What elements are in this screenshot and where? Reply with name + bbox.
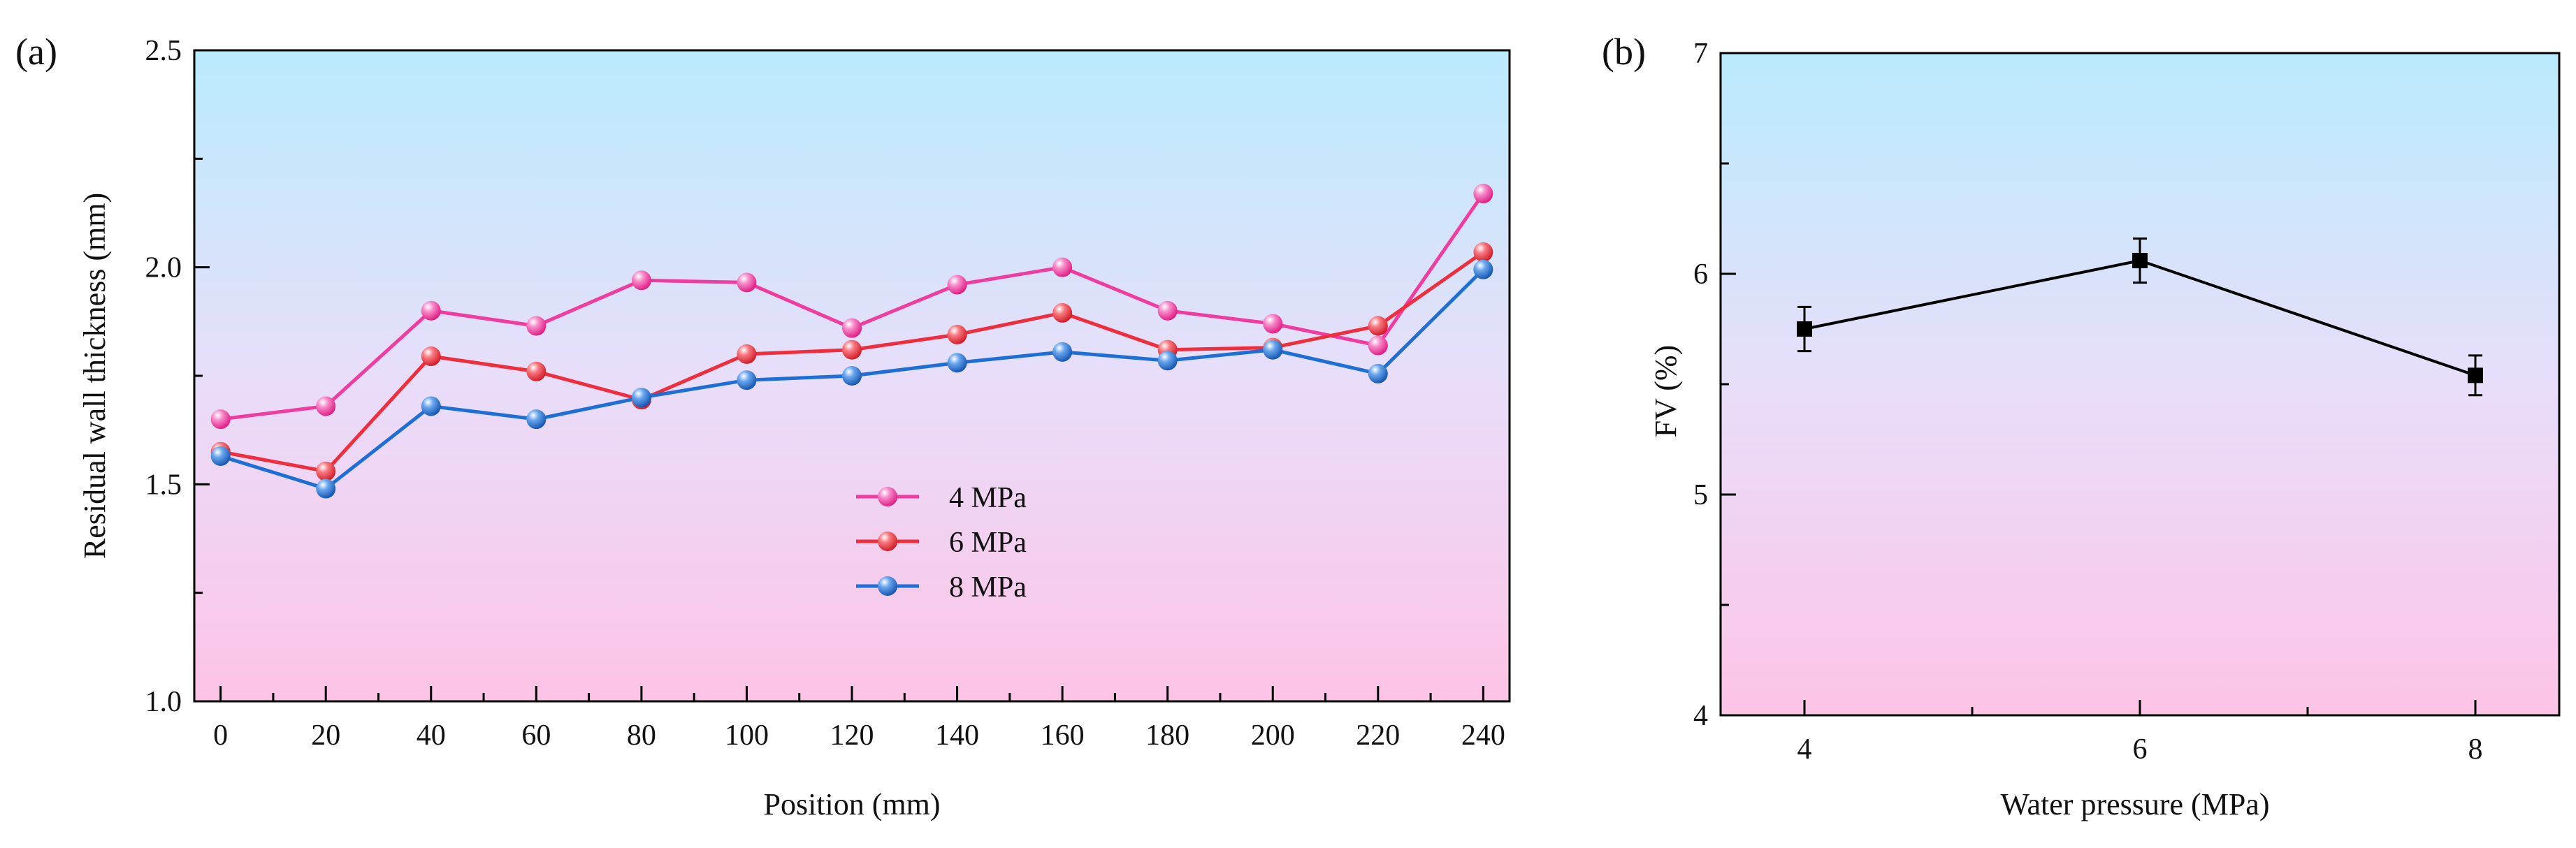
y-tick-label: 7 xyxy=(1693,38,1708,70)
y-tick-label: 2.0 xyxy=(145,252,182,284)
legend-entry-4mpa: 4 MPa xyxy=(856,482,1027,514)
x-tick-label: 40 xyxy=(417,719,446,752)
x-tick-label: 100 xyxy=(725,719,769,752)
y-tick-label: 2.5 xyxy=(145,35,182,67)
x-tick-label: 60 xyxy=(521,719,551,752)
data-point xyxy=(316,461,336,481)
data-point xyxy=(210,446,231,466)
data-point xyxy=(1368,316,1388,336)
panel-b-label: (b) xyxy=(1602,31,1646,73)
data-point xyxy=(421,346,441,367)
data-point xyxy=(737,344,757,364)
legend-label-4mpa: 4 MPa xyxy=(949,482,1027,514)
x-tick-label: 80 xyxy=(627,719,656,752)
x-tick-label: 0 xyxy=(213,719,228,752)
data-point xyxy=(421,300,441,321)
data-point xyxy=(1473,259,1493,279)
x-tick-label: 6 xyxy=(2133,733,2148,766)
panel-a-label: (a) xyxy=(15,31,57,73)
data-point xyxy=(947,324,967,344)
x-tick-label: 220 xyxy=(1356,719,1400,752)
legend-label-8mpa: 8 MPa xyxy=(949,571,1027,604)
data-point xyxy=(1368,335,1388,356)
x-tick-label: 240 xyxy=(1461,719,1505,752)
panel-a-x-tick-labels: 0 20 40 60 80 100 120 140 160 180 200 220 240 xyxy=(213,719,1505,752)
data-point xyxy=(631,270,651,291)
data-point xyxy=(737,272,757,293)
panel-b-series xyxy=(1797,237,2483,397)
x-tick-label: 8 xyxy=(2468,733,2483,766)
panel-b-y-tick-labels: 4 5 6 7 xyxy=(1693,38,1708,732)
data-point xyxy=(526,409,547,430)
panel-a-y-tick-labels: 1.0 1.5 2.0 2.5 xyxy=(145,35,182,718)
data-point xyxy=(842,366,862,386)
panel-b-x-axis-title: Water pressure (MPa) xyxy=(2001,787,2270,821)
y-tick-label: 6 xyxy=(1693,258,1708,291)
data-point xyxy=(316,478,336,499)
data-point xyxy=(1052,302,1073,323)
panel-a-legend: 4 MPa 6 MPa 8 MPa xyxy=(856,482,1027,604)
data-point xyxy=(842,339,862,360)
data-point xyxy=(947,353,967,373)
panel-b-x-tick-labels: 4 6 8 xyxy=(1797,733,2483,766)
data-point xyxy=(2468,367,2483,383)
y-tick-label: 1.0 xyxy=(145,686,182,718)
data-point xyxy=(1157,300,1178,321)
y-tick-label: 5 xyxy=(1693,479,1708,511)
x-tick-label: 120 xyxy=(830,719,874,752)
legend-entry-8mpa: 8 MPa xyxy=(856,571,1027,604)
x-tick-label: 4 xyxy=(1797,733,1812,766)
data-point xyxy=(1263,314,1283,334)
panel-a-series xyxy=(210,184,1493,499)
data-point xyxy=(421,396,441,416)
x-tick-label: 140 xyxy=(935,719,979,752)
plot-b-frame xyxy=(1719,52,2561,717)
y-tick-label: 4 xyxy=(1693,700,1708,732)
y-tick-label: 1.5 xyxy=(145,469,182,501)
legend-entry-6mpa: 6 MPa xyxy=(856,527,1027,559)
data-point xyxy=(947,275,967,295)
data-point xyxy=(1052,257,1073,277)
panel-b-y-axis-title: FV (%) xyxy=(1649,345,1683,437)
data-point xyxy=(210,409,231,430)
legend-label-6mpa: 6 MPa xyxy=(949,527,1027,559)
data-point xyxy=(1368,363,1388,383)
panel-a-x-axis-title: Position (mm) xyxy=(763,787,940,821)
panel-b-chart: 4 6 8 4 5 6 7 (b) Water pressure (MPa) FV (%) xyxy=(1602,31,2561,821)
x-tick-label: 180 xyxy=(1145,719,1189,752)
data-point xyxy=(1473,242,1493,262)
data-point xyxy=(316,396,336,416)
plot-b-background xyxy=(1721,53,2559,715)
data-point xyxy=(631,388,651,408)
panel-a-y-axis-title: Residual wall thickness (mm) xyxy=(78,193,112,559)
data-point xyxy=(526,361,547,381)
data-point xyxy=(526,316,547,336)
x-tick-label: 160 xyxy=(1041,719,1085,752)
data-point xyxy=(1797,321,1812,337)
plot-a-frame xyxy=(193,49,1511,703)
data-point xyxy=(1473,184,1493,204)
data-point xyxy=(737,370,757,390)
data-point xyxy=(842,318,862,338)
data-point xyxy=(1157,351,1178,371)
data-point xyxy=(1052,342,1073,362)
data-point xyxy=(2132,253,2148,269)
x-tick-label: 20 xyxy=(311,719,340,752)
data-point xyxy=(1263,339,1283,360)
x-tick-label: 200 xyxy=(1251,719,1295,752)
panel-a-chart: 0 20 40 60 80 100 120 140 160 180 200 220 240 1.0 1.5… xyxy=(15,31,1511,821)
